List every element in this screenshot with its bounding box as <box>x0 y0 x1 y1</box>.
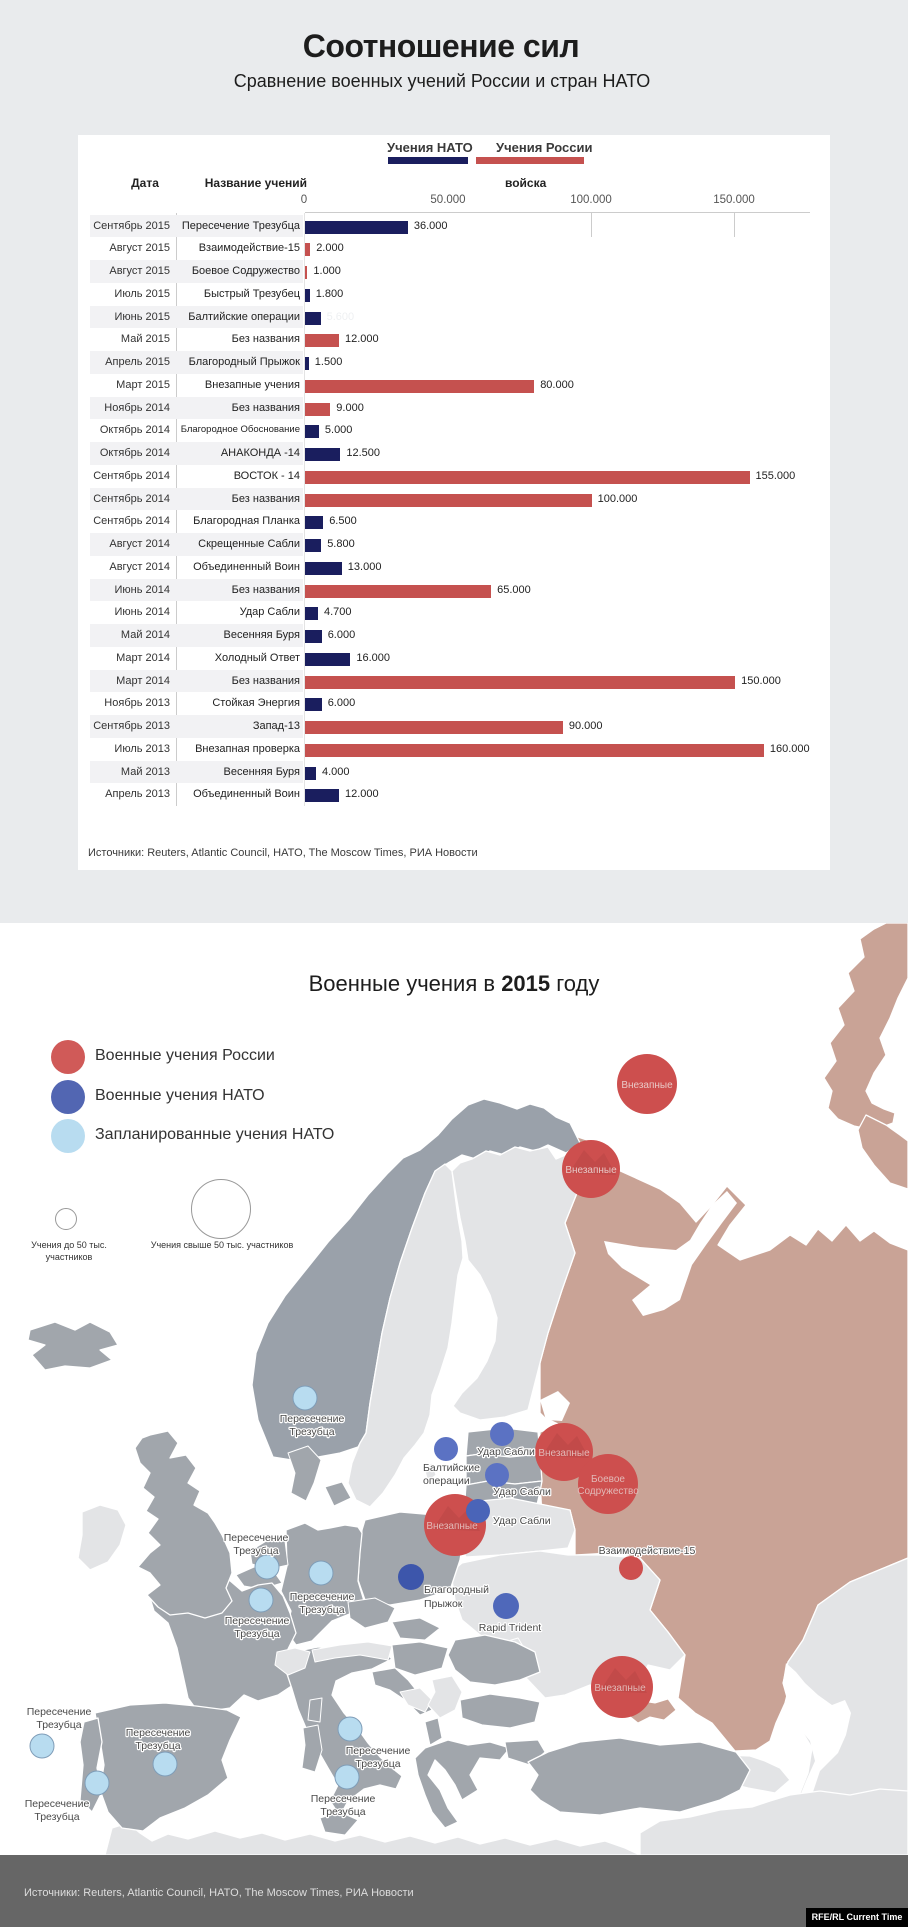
svg-text:Внезапные: Внезапные <box>621 1080 673 1091</box>
svg-text:Удар Сабли: Удар Сабли <box>493 1486 551 1498</box>
svg-text:Удар Сабли: Удар Сабли <box>477 1446 535 1458</box>
svg-text:Пересечение: Пересечение <box>346 1745 411 1757</box>
svg-text:Трезубца: Трезубца <box>36 1719 81 1731</box>
svg-text:Пересечение: Пересечение <box>280 1413 345 1425</box>
svg-text:Трезубца: Трезубца <box>234 1628 279 1640</box>
svg-text:операции: операции <box>423 1475 470 1487</box>
svg-text:Внезапные: Внезапные <box>565 1165 617 1176</box>
svg-text:Пересечение: Пересечение <box>126 1727 191 1739</box>
svg-text:Благородный: Благородный <box>424 1584 489 1596</box>
svg-text:Внезапные: Внезапные <box>426 1521 478 1532</box>
svg-text:Пересечение: Пересечение <box>224 1532 289 1544</box>
svg-text:Пересечение: Пересечение <box>25 1798 90 1810</box>
svg-text:Rapid Trident: Rapid Trident <box>479 1622 542 1634</box>
svg-text:Удар Сабли: Удар Сабли <box>493 1515 551 1527</box>
svg-text:Пересечение: Пересечение <box>225 1615 290 1627</box>
svg-text:Трезубца: Трезубца <box>299 1604 344 1616</box>
svg-text:Трезубца: Трезубца <box>289 1426 334 1438</box>
svg-text:Трезубца: Трезубца <box>34 1811 79 1823</box>
svg-text:Трезубца: Трезубца <box>135 1740 180 1752</box>
svg-text:Внезапные: Внезапные <box>594 1683 646 1694</box>
svg-text:Содружество: Содружество <box>577 1486 639 1497</box>
svg-text:Пересечение: Пересечение <box>290 1591 355 1603</box>
svg-text:Трезубца: Трезубца <box>320 1806 365 1818</box>
svg-text:Боевое: Боевое <box>591 1474 625 1485</box>
svg-text:Взаимодействие-15: Взаимодействие-15 <box>599 1545 696 1557</box>
svg-text:Трезубца: Трезубца <box>355 1758 400 1770</box>
svg-text:Пересечение: Пересечение <box>311 1793 376 1805</box>
svg-text:Прыжок: Прыжок <box>424 1598 463 1610</box>
svg-text:Внезапные: Внезапные <box>538 1448 590 1459</box>
svg-text:Трезубца: Трезубца <box>233 1545 278 1557</box>
svg-text:Пересечение: Пересечение <box>27 1706 92 1718</box>
svg-text:Балтийские: Балтийские <box>423 1462 480 1474</box>
